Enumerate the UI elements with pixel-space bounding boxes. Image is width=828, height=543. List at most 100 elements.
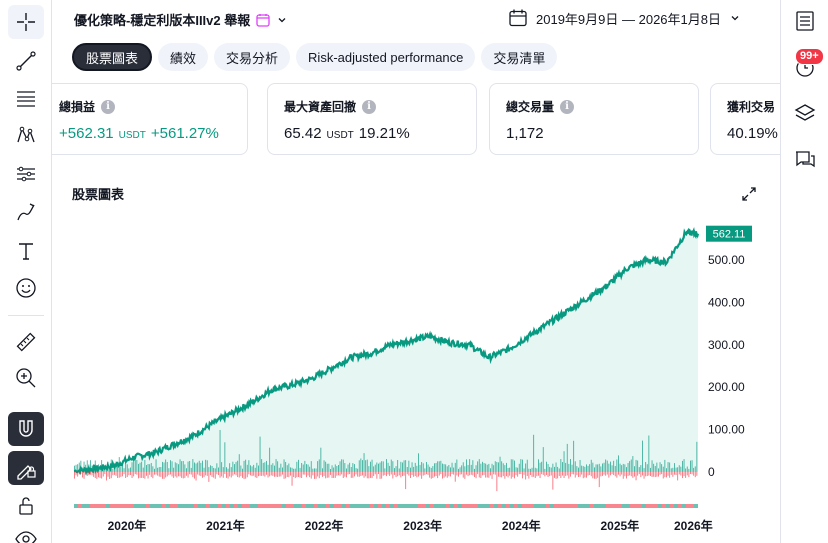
run-up-bar bbox=[586, 464, 587, 472]
trade-result-cell bbox=[434, 504, 438, 508]
trade-result-cell bbox=[346, 504, 350, 508]
trade-result-cell bbox=[394, 504, 398, 508]
drawdown-bar bbox=[195, 472, 197, 481]
fib-retracement-tool[interactable] bbox=[8, 81, 44, 115]
drawdown-bar bbox=[307, 472, 309, 476]
equity-chart[interactable]: 0 100.00 200.00 300.00 400.00 500.00 2020年 202… bbox=[52, 0, 780, 543]
trade-result-cell bbox=[526, 504, 530, 508]
run-up-bar bbox=[614, 466, 616, 472]
drawdown-bar bbox=[285, 472, 287, 479]
magnet-tool[interactable] bbox=[8, 412, 44, 446]
drawdown-bar bbox=[234, 472, 235, 475]
drawdown-bar bbox=[438, 472, 440, 476]
drawdown-bar bbox=[674, 472, 675, 475]
run-up-bar bbox=[517, 467, 519, 472]
emoji-tool[interactable] bbox=[8, 271, 44, 305]
trade-result-cell bbox=[94, 504, 98, 508]
drawdown-bar bbox=[482, 472, 483, 476]
trade-result-cell bbox=[694, 504, 698, 508]
tab-trade-analysis[interactable]: 交易分析 bbox=[214, 43, 291, 71]
run-up-bar bbox=[510, 459, 512, 472]
expand-chart-button[interactable] bbox=[736, 181, 762, 207]
trade-result-cell bbox=[122, 504, 126, 508]
run-up-bar bbox=[502, 463, 504, 472]
trade-result-cell bbox=[566, 504, 570, 508]
info-icon[interactable]: i bbox=[362, 99, 377, 114]
drawdown-bar bbox=[218, 472, 219, 475]
strategy-selector[interactable]: 優化策略-穩定利版本IIIv2 舉報 bbox=[74, 10, 288, 29]
trade-result-cell bbox=[402, 504, 406, 508]
drawdown-bar bbox=[637, 472, 639, 476]
run-up-bar bbox=[78, 462, 80, 472]
run-up-bar bbox=[314, 468, 315, 472]
trade-result-cell bbox=[202, 504, 206, 508]
info-icon[interactable]: i bbox=[560, 99, 575, 114]
lock-drawing-tool[interactable] bbox=[8, 451, 44, 485]
drawdown-bar bbox=[411, 472, 413, 475]
trade-result-cell bbox=[186, 504, 190, 508]
trade-result-cell bbox=[610, 504, 614, 508]
tab-risk-adjusted[interactable]: Risk-adjusted performance bbox=[296, 43, 476, 71]
drawdown-bar bbox=[632, 472, 634, 478]
unlock-tool[interactable] bbox=[8, 489, 44, 523]
projection-icon bbox=[17, 166, 35, 182]
zoom-in-tool[interactable] bbox=[8, 361, 44, 395]
drawdown-bar bbox=[523, 472, 525, 475]
drawdown-bar bbox=[506, 472, 507, 477]
run-up-bar bbox=[243, 460, 245, 472]
date-range-selector[interactable]: 2019年9月9日 — 2026年1月8日 bbox=[508, 8, 741, 28]
drawdown-bar bbox=[354, 472, 355, 477]
trade-result-cell bbox=[254, 504, 258, 508]
object-tree-button[interactable] bbox=[787, 96, 823, 130]
trade-result-cell bbox=[230, 504, 234, 508]
drawdown-bar bbox=[210, 472, 211, 476]
run-up-bar bbox=[416, 465, 418, 472]
run-up-bar bbox=[203, 467, 205, 472]
drawdown-bar bbox=[664, 472, 666, 478]
drawdown-bar bbox=[611, 472, 613, 475]
trade-result-cell bbox=[466, 504, 470, 508]
tab-performance[interactable]: 績效 bbox=[158, 43, 209, 71]
run-up-bar bbox=[104, 465, 106, 472]
run-up-bar bbox=[282, 467, 283, 472]
drawdown-bar bbox=[123, 472, 125, 475]
text-tool[interactable] bbox=[8, 234, 44, 268]
crosshair-tool[interactable] bbox=[8, 5, 44, 39]
trade-result-cell bbox=[238, 504, 242, 508]
info-icon[interactable]: i bbox=[101, 99, 116, 114]
trade-result-cell bbox=[594, 504, 598, 508]
run-up-bar bbox=[290, 467, 291, 472]
chat-button[interactable] bbox=[787, 143, 823, 177]
brush-tool[interactable] bbox=[8, 195, 44, 229]
run-up-bar bbox=[605, 459, 607, 472]
tab-equity-chart[interactable]: 股票圖表 bbox=[72, 43, 153, 71]
drawdown-bar bbox=[485, 472, 487, 478]
drawdown-bar bbox=[686, 472, 688, 476]
run-up-bar bbox=[411, 462, 413, 472]
run-up-bar bbox=[210, 465, 211, 472]
drawdown-bar bbox=[394, 472, 395, 475]
visibility-tool[interactable] bbox=[8, 522, 44, 543]
trade-result-cell bbox=[490, 504, 494, 508]
trade-result-cell bbox=[654, 504, 658, 508]
projection-tool[interactable] bbox=[8, 157, 44, 191]
run-up-bar bbox=[315, 468, 317, 472]
trade-result-cell bbox=[418, 504, 422, 508]
ruler-tool[interactable] bbox=[8, 325, 44, 359]
trade-result-cell bbox=[182, 504, 186, 508]
watchlist-button[interactable] bbox=[787, 4, 823, 38]
run-up-bar bbox=[222, 467, 224, 472]
drawdown-bar bbox=[520, 472, 522, 475]
trend-line-tool[interactable] bbox=[8, 44, 44, 78]
run-up-bar bbox=[507, 468, 509, 472]
trade-result-cell bbox=[166, 504, 170, 508]
drawdown-bar bbox=[314, 472, 315, 479]
tab-trade-list[interactable]: 交易清單 bbox=[481, 43, 558, 71]
trade-result-cell bbox=[226, 504, 230, 508]
run-up-bar bbox=[414, 462, 416, 472]
pattern-tool[interactable] bbox=[8, 118, 44, 152]
trade-result-cell bbox=[486, 504, 490, 508]
run-up-bar bbox=[162, 461, 163, 472]
drawdown-bar bbox=[426, 472, 427, 475]
run-up-bar bbox=[520, 459, 522, 472]
